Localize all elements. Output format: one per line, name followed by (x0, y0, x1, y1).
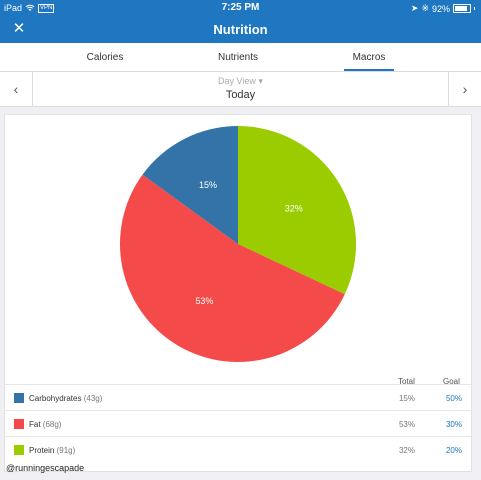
legend-label: Fat (68g) (29, 420, 61, 429)
legend-row-fat[interactable]: Fat (68g) 53% 30% (5, 410, 471, 437)
legend-row-protein[interactable]: Protein (91g) 32% 20% (5, 436, 471, 463)
status-bar: iPad VPN 7:25 PM ➤ ※ 92% (0, 0, 481, 16)
fat-swatch (14, 419, 24, 429)
status-time: 7:25 PM (221, 2, 260, 13)
battery-percent: 92% (431, 3, 450, 14)
navigation-bar: ✕ Nutrition (0, 16, 481, 43)
carbohydrates-swatch (14, 393, 24, 403)
macros-card: 32% 53% 15% Total Goal Carbohydrates (43g)… (4, 114, 472, 472)
macro-total: 53% (398, 420, 415, 429)
day-view-dropdown[interactable]: Day View ▾ (0, 76, 481, 87)
macro-goal[interactable]: 20% (445, 446, 462, 455)
battery-tip (474, 7, 475, 10)
macro-goal[interactable]: 50% (445, 394, 462, 403)
tab-macros[interactable]: Macros (344, 43, 394, 71)
pie-slice-fat (120, 174, 345, 362)
location-arrow-icon: ➤ (410, 3, 419, 13)
close-icon[interactable]: ✕ (12, 20, 26, 37)
protein-swatch (14, 445, 24, 455)
day-view-label: Day View (218, 76, 256, 86)
goal-column-header: Goal (443, 377, 460, 386)
legend-label: Carbohydrates (43g) (29, 394, 102, 403)
macros-pie-chart: 32% 53% 15% (120, 126, 356, 362)
day-selector: ‹ Day View ▾ Today › (0, 72, 481, 107)
tab-calories[interactable]: Calories (86, 51, 124, 63)
battery-icon (453, 4, 471, 13)
vpn-badge: VPN (38, 3, 55, 13)
status-left: iPad VPN (4, 3, 55, 13)
macro-name: Protein (29, 446, 55, 455)
previous-day-chevron-icon[interactable]: ‹ (0, 72, 33, 106)
next-day-chevron-icon[interactable]: › (448, 72, 481, 106)
pie-slice-carbohydrates (142, 126, 238, 244)
legend-label: Protein (91g) (29, 446, 75, 455)
bluetooth-icon: ※ (421, 3, 429, 13)
tab-nutrients[interactable]: Nutrients (217, 51, 258, 63)
watermark: @runningescapade (6, 463, 85, 473)
carrier-label: iPad (4, 3, 23, 13)
macro-grams: (68g) (42, 420, 62, 429)
page-title: Nutrition (213, 22, 268, 37)
macro-name: Carbohydrates (29, 394, 82, 403)
status-right: ➤ ※ 92% (411, 3, 475, 14)
pie-label-protein: 32% (285, 204, 303, 214)
date-label: Today (225, 89, 256, 101)
macro-grams: (91g) (56, 446, 76, 455)
chevron-down-icon: ▾ (258, 76, 263, 86)
pie-slice-protein (238, 126, 356, 295)
tab-bar: Calories Nutrients Macros (0, 43, 481, 72)
macro-total: 32% (398, 446, 415, 455)
wifi-icon (25, 4, 35, 11)
macro-goal[interactable]: 30% (445, 420, 462, 429)
pie-label-fat: 53% (195, 296, 213, 306)
macro-grams: (43g) (83, 394, 103, 403)
pie-label-carbohydrates: 15% (199, 180, 217, 190)
legend-row-carbohydrates[interactable]: Carbohydrates (43g) 15% 50% (5, 384, 471, 411)
total-column-header: Total (398, 377, 415, 386)
macro-total: 15% (398, 394, 415, 403)
macro-name: Fat (29, 420, 41, 429)
